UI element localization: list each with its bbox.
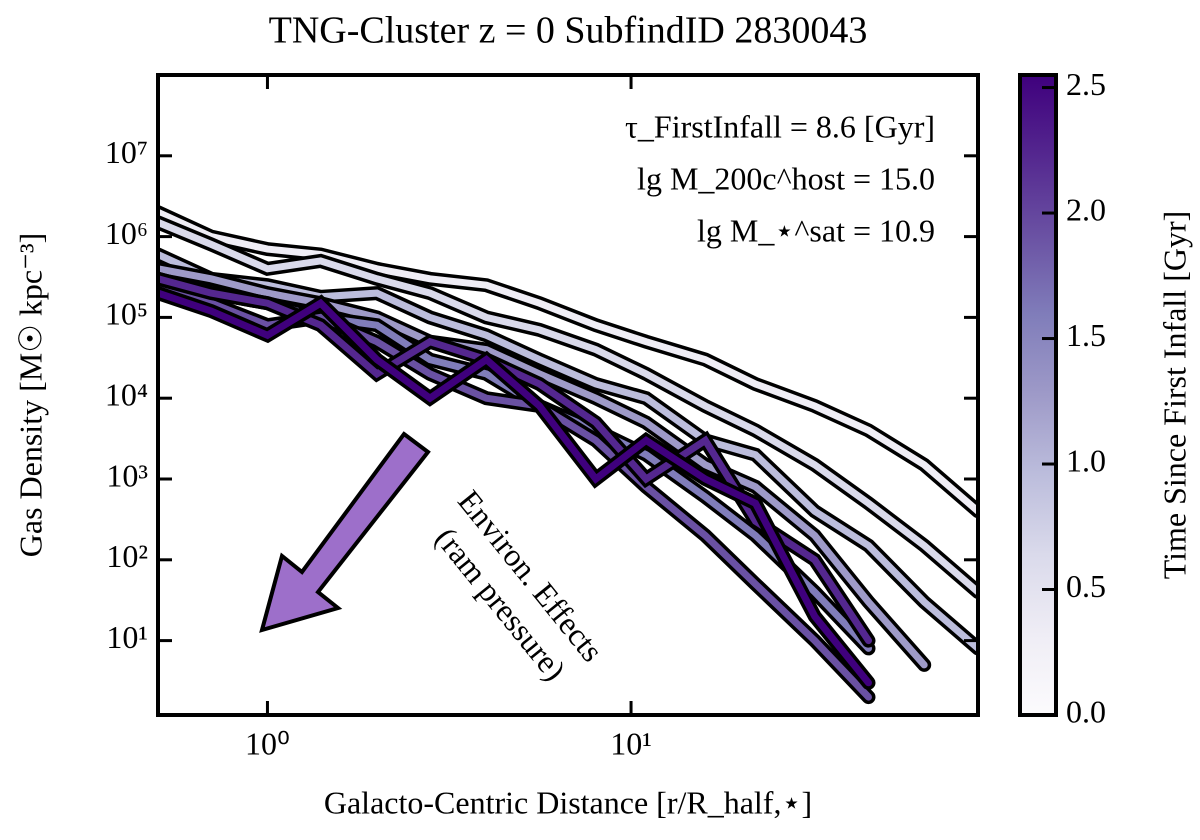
y-tick-label: 10⁷ (105, 134, 148, 170)
y-tick-label: 10⁶ (105, 215, 148, 251)
line (158, 289, 872, 687)
line (158, 251, 978, 652)
colorbar-label: Time Since First Infall [Gyr] (1156, 211, 1192, 580)
line (158, 218, 978, 596)
annotation: lg M_⋆^sat = 10.9 (697, 212, 935, 248)
y-tick-label: 10¹ (106, 619, 148, 655)
colorbar-tick-label: 0.5 (1066, 568, 1106, 604)
colorbar-tick-label: 0.0 (1066, 693, 1106, 729)
line (158, 275, 872, 645)
line (158, 208, 978, 515)
y-tick-label: 10² (106, 538, 148, 574)
colorbar-tick-label: 2.0 (1066, 191, 1106, 227)
x-tick-label: 10¹ (610, 725, 652, 761)
y-tick-label: 10³ (106, 457, 148, 493)
chart-title: TNG-Cluster z = 0 SubfindID 2830043 (269, 10, 868, 52)
y-tick-label: 10⁵ (105, 296, 148, 332)
annotation: τ_FirstInfall = 8.6 [Gyr] (625, 108, 935, 144)
lines (158, 205, 978, 705)
colorbar-tick-label: 1.0 (1066, 442, 1106, 478)
colorbar-tick-label: 1.5 (1066, 317, 1106, 353)
annotation: lg M_200c^host = 15.0 (637, 160, 935, 196)
line-outline (158, 205, 978, 519)
colorbar (1018, 73, 1058, 717)
plot-frame (156, 73, 980, 717)
arrow-shape (259, 431, 431, 633)
colorbar-tick-label: 2.5 (1066, 66, 1106, 102)
x-tick-label: 10⁰ (245, 725, 290, 761)
y-tick-label: 10⁴ (105, 377, 148, 413)
arrow: Environ. Effects (ram pressure) (259, 431, 611, 687)
x-axis-label: Galacto-Centric Distance [r/R_half,⋆] (324, 784, 812, 820)
y-axis-label: Gas Density [M☉ kpc⁻³] (12, 233, 48, 557)
line (158, 265, 928, 669)
